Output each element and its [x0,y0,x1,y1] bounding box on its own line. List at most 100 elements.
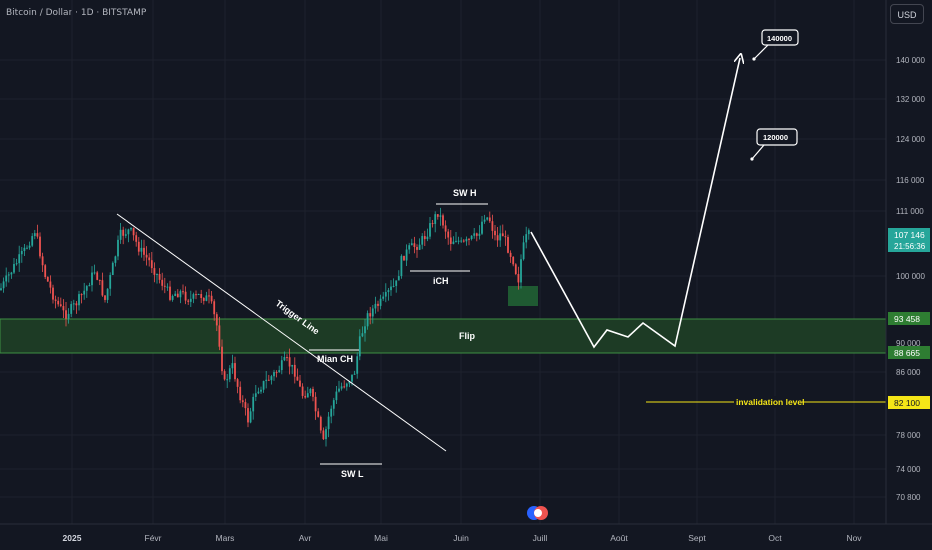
trigger-line [116,213,447,452]
y-tick-label: 132 000 [896,95,925,104]
candle-body [161,279,164,286]
candle-body [44,265,47,278]
candle-body [127,229,130,235]
candle-body [288,357,291,367]
candle-body [299,380,301,387]
currency-button[interactable]: USD [890,4,924,24]
y-tick-label: 70 800 [896,493,921,502]
candle-body [306,393,309,398]
candle-body [330,408,333,417]
price-label-value: 107 146 [894,230,925,240]
candle-body [338,388,340,392]
candle-body [520,259,522,283]
candle-body [221,346,223,372]
candle-body [67,313,70,319]
candle-body [332,400,335,409]
x-tick-label: Juin [453,533,469,543]
candle-body [400,255,403,277]
candle-body [384,292,387,297]
y-tick-label: 116 000 [896,176,925,185]
x-tick-label: Nov [846,533,862,543]
candle-body [215,314,218,326]
candle-body [449,237,452,244]
y-tick-label: 78 000 [896,431,921,440]
candle-body [218,325,221,347]
candle-body [462,240,465,242]
candle-body [270,376,273,381]
candle-body [358,336,361,357]
price-label-current: 107 146 21:56:36 [888,228,930,252]
candle-body [280,360,283,371]
candle-body [364,326,366,334]
candle-body [158,274,161,280]
candle-body [189,298,192,302]
gridlines [0,0,886,524]
candle-body [36,233,39,237]
candle-body [2,281,5,289]
candle-body [52,287,54,300]
price-label-invalidation: 82 100 [888,396,930,409]
candle-body [239,386,242,401]
flip-zone [0,318,889,354]
candle-body [213,301,216,315]
candle-body [421,236,424,245]
candle-body [301,386,304,396]
candle-body [468,238,470,240]
candle-body [418,244,421,250]
candle-body [390,286,392,291]
candle-body [192,294,195,299]
candle-body [54,299,57,301]
candle-body [176,293,179,298]
candle-body [28,245,31,248]
candle-body [514,264,517,274]
candle-body [494,230,496,236]
candle-body [483,219,486,222]
candle-body [470,235,473,240]
candle-body [57,300,60,305]
candle-body [452,241,455,244]
candle-body [200,294,203,299]
x-tick-label: Août [610,533,628,543]
price-labels: 107 146 21:56:36 93 458 88 665 82 100 [888,228,930,409]
candle-body [156,274,158,276]
timezone-flag-icon[interactable] [525,504,551,522]
y-tick-label: 100 000 [896,272,925,281]
candles [0,207,530,447]
candle-body [236,379,239,387]
candle-body [522,242,525,260]
candle-body [423,236,426,240]
candle-body [65,310,67,319]
candle-body [392,285,395,287]
candle-body [137,241,140,252]
target-callout-140000[interactable]: 140000 [752,29,799,61]
candle-body [78,294,80,306]
candle-body [379,298,382,306]
candle-body [15,263,18,265]
invalidation-label-bg [734,396,802,408]
candle-body [382,296,385,299]
candle-body [75,303,78,306]
candle-body [171,295,174,300]
candle-body [101,280,104,296]
candle-body [286,357,288,359]
candle-body [140,247,143,252]
candle-body [7,274,10,276]
candle-body [504,236,507,238]
candle-body [413,243,416,247]
candle-body [18,254,21,264]
candle-body [377,303,379,306]
candle-body [257,391,260,394]
price-axis[interactable] [886,28,932,524]
candle-body [148,257,151,261]
candle-body [499,233,502,241]
candle-body [460,240,463,242]
candle-body [166,286,169,288]
candle-body [111,262,114,276]
target-callout-120000[interactable]: 120000 [750,128,798,161]
candle-body [41,256,44,266]
price-label-value: 93 458 [894,314,920,324]
target-120000-label: 120000 [763,133,788,142]
candle-body [109,275,112,289]
x-tick-label: Oct [768,533,782,543]
